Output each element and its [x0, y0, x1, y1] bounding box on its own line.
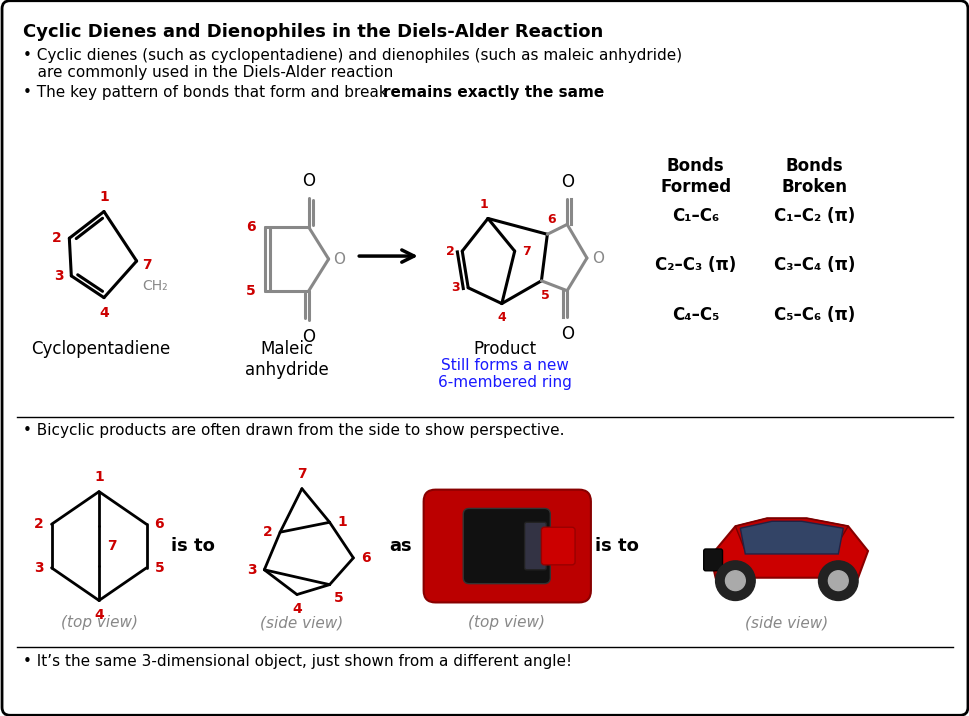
- Text: 5: 5: [245, 284, 255, 298]
- Text: (side view): (side view): [744, 615, 828, 630]
- Text: Product: Product: [473, 340, 536, 358]
- Text: (top view): (top view): [468, 615, 545, 630]
- Circle shape: [715, 561, 755, 601]
- Text: (side view): (side view): [260, 615, 343, 630]
- Text: C₂–C₃ (π): C₂–C₃ (π): [654, 256, 735, 274]
- Text: Still forms a new
6-membered ring: Still forms a new 6-membered ring: [437, 358, 571, 390]
- Text: O: O: [560, 173, 573, 190]
- Text: 3: 3: [452, 281, 459, 294]
- Text: C₁–C₆: C₁–C₆: [672, 207, 719, 225]
- Text: 6: 6: [154, 517, 164, 531]
- Circle shape: [818, 561, 858, 601]
- Text: CH₂: CH₂: [142, 279, 168, 293]
- Text: are commonly used in the Diels-Alder reaction: are commonly used in the Diels-Alder rea…: [23, 65, 392, 80]
- Text: 2: 2: [51, 231, 61, 246]
- Text: is to: is to: [171, 537, 215, 555]
- Text: Bonds
Formed: Bonds Formed: [660, 157, 731, 196]
- Text: C₄–C₅: C₄–C₅: [672, 306, 719, 324]
- Text: • Cyclic dienes (such as cyclopentadiene) and dienophiles (such as maleic anhydr: • Cyclic dienes (such as cyclopentadiene…: [23, 48, 681, 63]
- FancyBboxPatch shape: [541, 527, 575, 565]
- Text: 7: 7: [522, 245, 531, 258]
- Text: as: as: [390, 537, 412, 555]
- Text: C₁–C₂ (π): C₁–C₂ (π): [773, 207, 855, 225]
- Text: O: O: [302, 329, 315, 347]
- Text: • It’s the same 3-dimensional object, just shown from a different angle!: • It’s the same 3-dimensional object, ju…: [23, 654, 572, 669]
- Text: C₅–C₆ (π): C₅–C₆ (π): [773, 306, 855, 324]
- FancyBboxPatch shape: [463, 508, 549, 584]
- Text: Cyclopentadiene: Cyclopentadiene: [31, 340, 171, 358]
- Text: 7: 7: [107, 539, 116, 553]
- Polygon shape: [735, 518, 847, 551]
- Text: 5: 5: [541, 289, 549, 301]
- Text: 6: 6: [360, 551, 370, 565]
- Text: C₃–C₄ (π): C₃–C₄ (π): [773, 256, 855, 274]
- FancyBboxPatch shape: [423, 490, 590, 602]
- Text: 4: 4: [94, 609, 104, 622]
- Text: 6: 6: [547, 213, 555, 226]
- Text: O: O: [302, 172, 315, 190]
- Text: 7: 7: [142, 258, 152, 272]
- Text: 4: 4: [99, 306, 109, 319]
- Text: 5: 5: [333, 591, 343, 604]
- Circle shape: [828, 571, 847, 591]
- Text: 1: 1: [337, 516, 347, 529]
- Text: Maleic
anhydride: Maleic anhydride: [245, 340, 328, 379]
- Text: 1: 1: [99, 190, 109, 203]
- FancyBboxPatch shape: [703, 549, 722, 571]
- Text: 2: 2: [263, 525, 272, 539]
- Text: 3: 3: [34, 561, 44, 575]
- FancyBboxPatch shape: [524, 522, 546, 570]
- Text: 1: 1: [94, 470, 104, 484]
- Polygon shape: [739, 521, 842, 554]
- Text: 2: 2: [34, 517, 44, 531]
- Text: 1: 1: [479, 198, 487, 211]
- Text: 3: 3: [53, 268, 63, 283]
- Text: 6: 6: [245, 221, 255, 234]
- Text: Cyclic Dienes and Dienophiles in the Diels-Alder Reaction: Cyclic Dienes and Dienophiles in the Die…: [23, 24, 603, 42]
- Text: 4: 4: [497, 311, 506, 324]
- Text: O: O: [560, 325, 573, 344]
- Text: 4: 4: [292, 602, 301, 616]
- Text: • The key pattern of bonds that form and break: • The key pattern of bonds that form and…: [23, 85, 392, 100]
- Text: 2: 2: [445, 245, 453, 258]
- Text: O: O: [333, 251, 345, 266]
- Text: 7: 7: [297, 467, 306, 480]
- Text: O: O: [591, 251, 604, 266]
- Text: • Bicyclic products are often drawn from the side to show perspective.: • Bicyclic products are often drawn from…: [23, 423, 564, 438]
- Text: is to: is to: [594, 537, 638, 555]
- Polygon shape: [710, 518, 867, 578]
- Text: 3: 3: [246, 563, 256, 577]
- Text: 5: 5: [154, 561, 164, 575]
- Text: remains exactly the same: remains exactly the same: [383, 85, 604, 100]
- Text: Bonds
Broken: Bonds Broken: [781, 157, 847, 196]
- Circle shape: [725, 571, 744, 591]
- Text: (top view): (top view): [60, 615, 138, 630]
